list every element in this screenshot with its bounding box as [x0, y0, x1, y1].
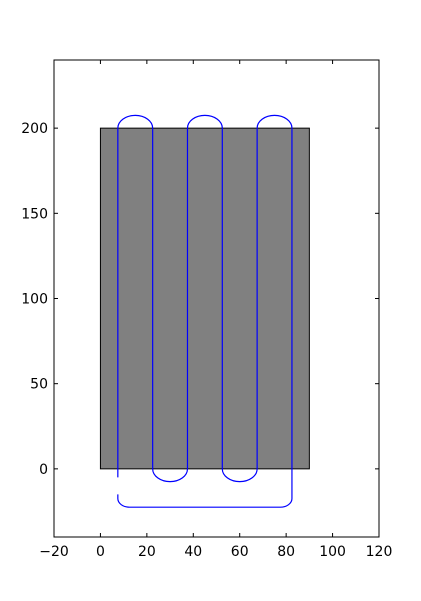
x-tick-label: −20	[39, 544, 69, 560]
y-tick-label: 200	[21, 121, 48, 137]
x-tick-label: 100	[319, 544, 346, 560]
tick-layer: −20 0 20 40 60 80 100 120 0 50 100 150 200	[21, 60, 392, 560]
y-tick-label: 150	[21, 206, 48, 222]
x-tick-label: 80	[277, 544, 295, 560]
x-tick-label: 0	[96, 544, 105, 560]
y-tick-label: 50	[30, 377, 48, 393]
rectangle-layer	[99, 127, 310, 470]
y-tick-label: 0	[39, 462, 48, 478]
y-tick-label: 100	[21, 292, 48, 308]
x-tick-label: 40	[184, 544, 202, 560]
x-tick-label: 60	[231, 544, 249, 560]
x-tick-label: 120	[366, 544, 393, 560]
path-layer	[117, 114, 293, 508]
gray-rectangle	[99, 127, 310, 470]
x-tick-label: 20	[138, 544, 156, 560]
serpentine-path	[117, 114, 293, 508]
